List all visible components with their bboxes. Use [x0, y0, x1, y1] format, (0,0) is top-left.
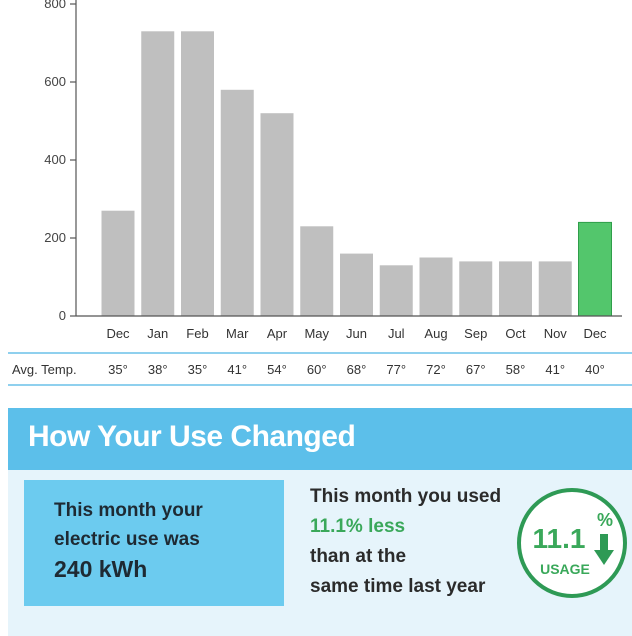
- x-tick-label-3: Mar: [226, 326, 249, 341]
- temp-value-6: 68°: [346, 362, 367, 377]
- usage-change-badge: 11.1 % USAGE: [515, 486, 629, 600]
- temp-value-7: 77°: [386, 362, 407, 377]
- temp-value-3: 41°: [227, 362, 248, 377]
- temp-value-5: 60°: [306, 362, 327, 377]
- temp-value-1: 38°: [147, 362, 168, 377]
- x-tick-label-7: Jul: [388, 326, 405, 341]
- panel-header: How Your Use Changed: [8, 408, 632, 470]
- usage-bar-chart: 0 200 400 600 800 Dec Jan Feb Mar Apr May Jun Jul Aug…: [44, 0, 622, 341]
- x-tick-label-11: Nov: [544, 326, 568, 341]
- comparison-percent-less: 11.1% less: [310, 516, 406, 537]
- x-tick-label-0: Dec: [106, 326, 130, 341]
- bar-6: [340, 253, 373, 316]
- badge-value: 11.1: [533, 523, 586, 554]
- badge-unit: %: [597, 510, 613, 530]
- x-tick-label-10: Oct: [505, 326, 526, 341]
- bar-10: [499, 261, 532, 316]
- x-tick-label-9: Sep: [464, 326, 487, 341]
- x-tick-label-4: Apr: [267, 326, 288, 341]
- chart-svg: 0 200 400 600 800 Dec Jan Feb Mar Apr May Jun Jul Aug…: [44, 0, 622, 341]
- x-tick-label-8: Aug: [424, 326, 447, 341]
- avg-temp-row: Avg. Temp. 35° 38° 35° 41° 54° 60° 68° 77° 72° 67…: [0, 352, 632, 386]
- bar-5: [300, 226, 334, 316]
- bar-7: [379, 265, 413, 316]
- monthly-use-text: This month your electric use was: [54, 500, 203, 550]
- bar-3: [220, 89, 254, 316]
- temp-value-10: 58°: [505, 362, 526, 377]
- temp-value-8: 72°: [426, 362, 446, 377]
- temp-value-2: 35°: [187, 362, 208, 377]
- bar-9: [459, 261, 493, 316]
- y-tick-label-3: 600: [44, 74, 66, 89]
- bar-2: [181, 31, 214, 317]
- badge-label: USAGE: [540, 561, 590, 577]
- y-tick-label-2: 400: [44, 152, 66, 167]
- x-tick-label-2: Feb: [186, 326, 208, 341]
- usage-change-panel: How Your Use Changed This month your ele…: [8, 408, 632, 636]
- temp-value-0: 35°: [108, 362, 128, 377]
- temp-value-11: 41°: [545, 362, 566, 377]
- temp-row-top-divider: [8, 352, 632, 354]
- comparison-line-3: than at the: [310, 546, 407, 567]
- temp-value-9: 67°: [465, 362, 486, 377]
- temp-row-bottom-divider: [8, 384, 632, 386]
- monthly-use-value: 240 kWh: [54, 556, 148, 582]
- y-tick-label-4: 800: [44, 0, 66, 11]
- bar-12: [578, 221, 612, 317]
- x-tick-label-12: Dec: [583, 326, 607, 341]
- bar-1: [141, 31, 175, 317]
- temp-value-12: 40°: [585, 362, 605, 377]
- bar-8: [419, 257, 453, 316]
- badge-circle: [517, 488, 627, 598]
- x-tick-label-5: May: [304, 326, 329, 341]
- bar-11: [538, 261, 572, 316]
- monthly-use-box: This month your electric use was 240 kWh: [24, 480, 284, 606]
- y-tick-label-1: 200: [44, 230, 66, 245]
- comparison-line-1: This month you used: [310, 486, 502, 507]
- temp-value-4: 54°: [267, 362, 287, 377]
- y-tick-label-0: 0: [59, 308, 66, 323]
- comparison-line-4: same time last year: [310, 576, 486, 597]
- bar-0: [101, 210, 135, 316]
- x-tick-label-6: Jun: [346, 326, 367, 341]
- comparison-text: This month you used 11.1% less than at t…: [310, 482, 520, 602]
- panel-title: How Your Use Changed: [28, 420, 356, 453]
- down-arrow-icon: [594, 534, 614, 565]
- bar-4: [260, 113, 294, 316]
- avg-temp-label: Avg. Temp.: [12, 362, 77, 377]
- x-tick-label-1: Jan: [147, 326, 168, 341]
